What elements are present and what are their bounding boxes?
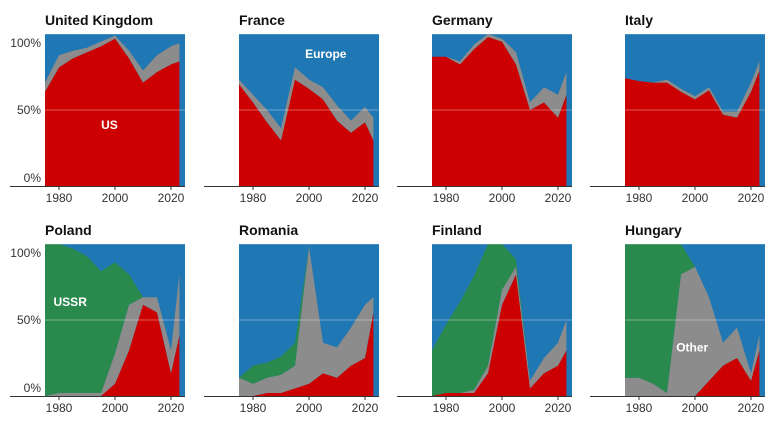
x-tick-label: 1980 (626, 401, 653, 415)
other-area (45, 274, 180, 396)
x-tick-label: 1980 (240, 191, 267, 205)
x-tick-label: 1980 (240, 401, 267, 415)
other-area (239, 247, 374, 396)
chart-panel: Romania 1980 2000 2020 (204, 222, 379, 415)
chart-panel: United Kingdom 1980 2000 2020 100% 50% 0% US (10, 12, 185, 205)
us-area (432, 274, 567, 396)
panel-title: Italy (625, 12, 653, 28)
y-tick-label: 100% (10, 36, 41, 50)
x-tick-label: 2000 (296, 191, 323, 205)
series-annotation: US (101, 118, 118, 132)
x-tick-label: 1980 (626, 191, 653, 205)
other-area (432, 34, 567, 118)
x-tick-label: 2020 (352, 191, 379, 205)
other-area (625, 266, 760, 396)
x-tick-label: 2020 (158, 401, 185, 415)
chart-panel: Finland 1980 2000 2020 (397, 222, 572, 415)
us-area (239, 312, 374, 396)
x-tick-label: 2000 (682, 401, 709, 415)
series-annotation: Europe (305, 47, 347, 61)
x-tick-label: 2000 (296, 401, 323, 415)
chart-panel: Italy 1980 2000 2020 (590, 12, 765, 205)
x-tick-label: 1980 (46, 191, 73, 205)
panel-title: Romania (239, 222, 298, 238)
panel-title: United Kingdom (45, 12, 153, 28)
x-tick-label: 2020 (738, 191, 765, 205)
x-tick-label: 2000 (682, 191, 709, 205)
panel-title: Hungary (625, 222, 682, 238)
ussr-area (432, 244, 567, 396)
y-tick-label: 0% (24, 381, 42, 395)
panel-title: Poland (45, 222, 92, 238)
chart-panel: Hungary 1980 2000 2020 Other (590, 222, 765, 415)
us-area (45, 304, 180, 396)
panel-title: France (239, 12, 285, 28)
us-area (45, 38, 180, 186)
chart-panel: Germany 1980 2000 2020 (397, 12, 572, 205)
y-tick-label: 50% (17, 313, 41, 327)
y-tick-label: 0% (24, 171, 42, 185)
ussr-area (625, 244, 760, 393)
x-tick-label: 1980 (46, 401, 73, 415)
us-area (625, 350, 760, 396)
x-tick-label: 2000 (489, 401, 516, 415)
us-area (432, 37, 567, 186)
x-tick-label: 2000 (102, 191, 129, 205)
x-tick-label: 1980 (433, 401, 460, 415)
y-tick-label: 100% (10, 246, 41, 260)
x-tick-label: 2020 (738, 401, 765, 415)
ussr-area (45, 244, 180, 396)
x-tick-label: 2020 (158, 191, 185, 205)
chart-panel: France 1980 2000 2020 Europe (204, 12, 379, 205)
us-area (239, 79, 374, 186)
us-area (625, 70, 760, 186)
x-tick-label: 2000 (489, 191, 516, 205)
x-tick-label: 2020 (545, 191, 572, 205)
chart-panel: Poland 1980 2000 2020 100% 50% 0% USSR (10, 222, 185, 415)
ussr-area (239, 247, 374, 384)
other-area (45, 35, 180, 92)
series-annotation: Other (676, 340, 708, 354)
series-annotation: USSR (54, 295, 88, 309)
x-tick-label: 2000 (102, 401, 129, 415)
panel-title: Germany (432, 12, 493, 28)
other-area (239, 67, 374, 141)
x-tick-label: 2020 (545, 401, 572, 415)
panel-title: Finland (432, 222, 482, 238)
y-tick-label: 50% (17, 103, 41, 117)
x-tick-label: 2020 (352, 401, 379, 415)
x-tick-label: 1980 (433, 191, 460, 205)
